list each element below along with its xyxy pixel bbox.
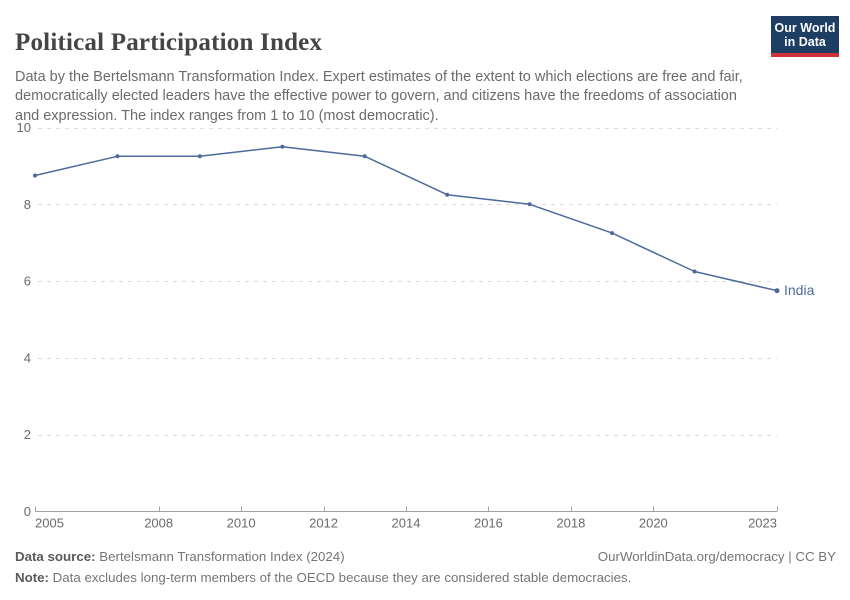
data-source-value: Bertelsmann Transformation Index (2024) [95,549,345,564]
series-line-india[interactable] [34,145,778,292]
y-axis-label-0: 0 [24,504,31,519]
data-point-india-2005 [33,173,37,178]
data-point-india-2023 [774,288,780,294]
y-axis-label-4: 4 [24,350,31,365]
chart-subtitle: Data by the Bertelsmann Transformation I… [15,68,743,124]
y-axis-label-8: 8 [24,197,31,212]
chart-title: Political Participation Index [15,28,323,56]
x-axis-label-2018: 2018 [556,516,585,531]
x-axis-label-2010: 2010 [227,516,256,531]
x-axis-label-2014: 2014 [392,516,421,531]
owid-logo-accent-bar [771,53,839,57]
x-axis-label-2023: 2023 [748,516,777,531]
x-axis-label-2005: 2005 [35,516,64,531]
data-point-india-2007 [115,154,120,159]
series-label-india[interactable]: India [784,282,815,298]
data-point-india-2011 [280,144,285,149]
x-axis-label-2012: 2012 [309,516,338,531]
attribution-link[interactable]: OurWorldinData.org/democracy | CC BY [597,549,836,564]
note-value: Data excludes long-term members of the O… [48,570,632,585]
owid-logo-line2: in Data [784,35,826,49]
owid-logo-line1: Our World [774,21,836,35]
data-point-india-2017 [527,202,532,207]
data-point-india-2019 [610,231,615,236]
data-point-india-2009 [197,154,202,159]
note-label: Note: [15,570,49,585]
data-point-india-2013 [362,154,367,159]
chart-footer: Data source: Bertelsmann Transformation … [15,546,836,588]
y-axis-label-6: 6 [24,274,31,289]
x-axis-label-2016: 2016 [474,516,503,531]
x-axis-label-2008: 2008 [144,516,173,531]
data-source-line: Data source: Bertelsmann Transformation … [15,546,345,567]
owid-logo-text: Our World in Data [771,16,839,53]
y-axis-label-2: 2 [24,427,31,442]
footer-row-note: Note: Data excludes long-term members of… [15,567,836,588]
y-axis-label-10: 10 [17,120,31,135]
data-source-label: Data source: [15,549,96,564]
data-point-india-2015 [445,192,450,197]
footer-row-source: Data source: Bertelsmann Transformation … [15,546,836,567]
owid-logo[interactable]: Our World in Data [771,16,839,57]
data-point-india-2021 [692,269,697,274]
x-axis-label-2020: 2020 [639,516,668,531]
